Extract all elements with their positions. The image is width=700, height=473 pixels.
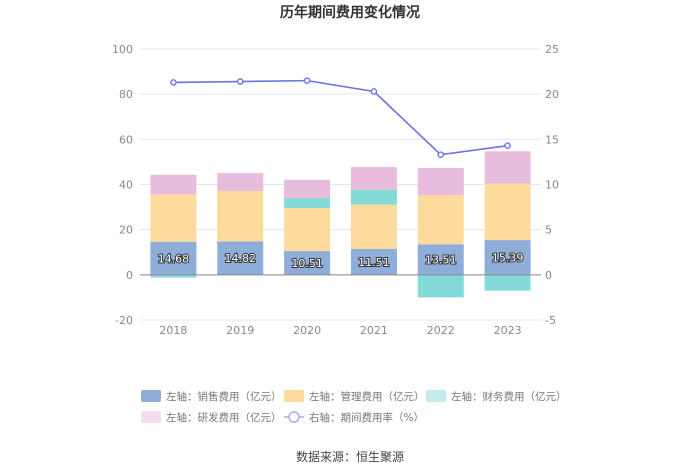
legend-label-admin: 左轴：管理费用（亿元） bbox=[309, 390, 425, 403]
x-tick-label: 2022 bbox=[427, 324, 455, 337]
legend-swatch-finance bbox=[426, 390, 446, 402]
right-tick-label: 15 bbox=[545, 133, 559, 146]
x-tick-label: 2021 bbox=[360, 324, 388, 337]
bar-segment-admin-2023 bbox=[484, 183, 531, 241]
right-tick-label: 25 bbox=[545, 43, 559, 56]
legend-label-rd: 左轴：研发费用（亿元） bbox=[166, 411, 282, 424]
bar-segment-finance-2020 bbox=[284, 197, 331, 208]
grid-lines bbox=[140, 48, 541, 321]
legend: 左轴：销售费用（亿元） 左轴：管理费用（亿元） 左轴：财务费用（亿元） 左轴：研… bbox=[141, 390, 567, 424]
left-tick-label: 0 bbox=[126, 269, 133, 282]
bar-value-label: 11.51 bbox=[358, 256, 390, 269]
legend-label-finance: 左轴：财务费用（亿元） bbox=[451, 390, 567, 403]
rate-point-2018[interactable] bbox=[170, 79, 177, 86]
bar-segment-admin-2018 bbox=[150, 194, 197, 242]
bar-segment-sales-2021 bbox=[350, 248, 397, 275]
legend-item-admin[interactable]: 左轴：管理费用（亿元） bbox=[284, 390, 425, 403]
x-tick-label: 2018 bbox=[159, 324, 187, 337]
bar-segment-admin-2022 bbox=[417, 195, 464, 245]
legend-item-rd[interactable]: 左轴：研发费用（亿元） bbox=[141, 411, 282, 424]
bar-segment-rd-2020 bbox=[284, 179, 331, 198]
legend-swatch-rd bbox=[141, 411, 161, 423]
bar-value-label: 10.51 bbox=[291, 257, 323, 270]
rate-point-2019[interactable] bbox=[236, 78, 244, 85]
rate-line-series bbox=[170, 77, 511, 158]
right-axis: -5 0 5 10 15 20 25 bbox=[545, 43, 559, 327]
bar-value-label: 14.82 bbox=[225, 252, 257, 265]
right-tick-label: -5 bbox=[545, 314, 556, 327]
x-axis: 2018 2019 2020 2021 2022 2023 bbox=[159, 324, 521, 337]
rate-point-2023[interactable] bbox=[504, 142, 511, 149]
rate-line-path bbox=[173, 79, 508, 156]
bar-segment-sales-2022 bbox=[417, 244, 464, 275]
bar-segment-rd-2022 bbox=[417, 167, 464, 196]
bar-segment-sales-2019 bbox=[217, 241, 264, 275]
bar-value-label: 13.51 bbox=[425, 254, 457, 267]
legend-item-sales[interactable]: 左轴：销售费用（亿元） bbox=[141, 390, 282, 403]
bar-segment-sales-2018 bbox=[150, 241, 197, 275]
left-tick-label: -20 bbox=[115, 314, 133, 327]
left-tick-label: 100 bbox=[112, 43, 133, 56]
bar-value-label: 14.68 bbox=[158, 252, 190, 265]
legend-marker-rate bbox=[288, 411, 300, 423]
left-axis: -20 0 20 40 60 80 100 bbox=[112, 43, 133, 327]
bar-segment-sales-2023 bbox=[484, 240, 531, 275]
x-tick-label: 2019 bbox=[226, 324, 254, 337]
bar-value-label: 15.39 bbox=[492, 251, 524, 264]
chart-title: 历年期间费用变化情况 bbox=[280, 4, 420, 21]
legend-swatch-admin bbox=[284, 390, 304, 402]
bar-data-labels: 14.68 14.82 10.51 11.51 13.51 15.39 bbox=[157, 250, 525, 271]
legend-label-sales: 左轴：销售费用（亿元） bbox=[166, 390, 282, 403]
bar-segment-rd-2023 bbox=[484, 151, 531, 184]
left-tick-label: 40 bbox=[119, 179, 133, 192]
bar-segment-finance-2023 bbox=[484, 274, 531, 291]
legend-item-finance[interactable]: 左轴：财务费用（亿元） bbox=[426, 390, 567, 403]
right-tick-label: 10 bbox=[545, 179, 559, 192]
data-source: 数据来源：恒生聚源 bbox=[296, 449, 404, 464]
bar-segment-sales-2020 bbox=[284, 251, 331, 275]
bar-segment-rd-2021 bbox=[350, 167, 397, 190]
rate-point-2021[interactable] bbox=[370, 88, 378, 95]
x-tick-label: 2023 bbox=[494, 324, 522, 337]
rate-point-2020[interactable] bbox=[303, 77, 311, 84]
bar-segment-finance-2022 bbox=[417, 274, 464, 298]
legend-item-rate[interactable]: 右轴：期间费用率（%） bbox=[284, 411, 424, 424]
left-tick-label: 60 bbox=[119, 133, 133, 146]
bar-segment-admin-2021 bbox=[350, 204, 397, 249]
bar-segment-rd-2018 bbox=[150, 174, 197, 195]
right-tick-label: 0 bbox=[545, 269, 552, 282]
bar-segment-admin-2020 bbox=[284, 207, 331, 252]
left-tick-label: 20 bbox=[119, 224, 133, 237]
legend-swatch-sales bbox=[141, 390, 161, 402]
bar-segment-admin-2019 bbox=[217, 191, 264, 242]
left-tick-label: 80 bbox=[119, 88, 133, 101]
legend-label-rate: 右轴：期间费用率（%） bbox=[309, 411, 424, 424]
bar-segment-rd-2019 bbox=[217, 173, 264, 192]
bar-series bbox=[150, 151, 531, 298]
right-tick-label: 20 bbox=[545, 88, 559, 101]
x-tick-label: 2020 bbox=[293, 324, 321, 337]
right-tick-label: 5 bbox=[545, 224, 552, 237]
bar-segment-finance-2021 bbox=[350, 189, 397, 205]
bar-segment-finance-2018 bbox=[150, 274, 197, 278]
rate-point-2022[interactable] bbox=[437, 151, 445, 158]
